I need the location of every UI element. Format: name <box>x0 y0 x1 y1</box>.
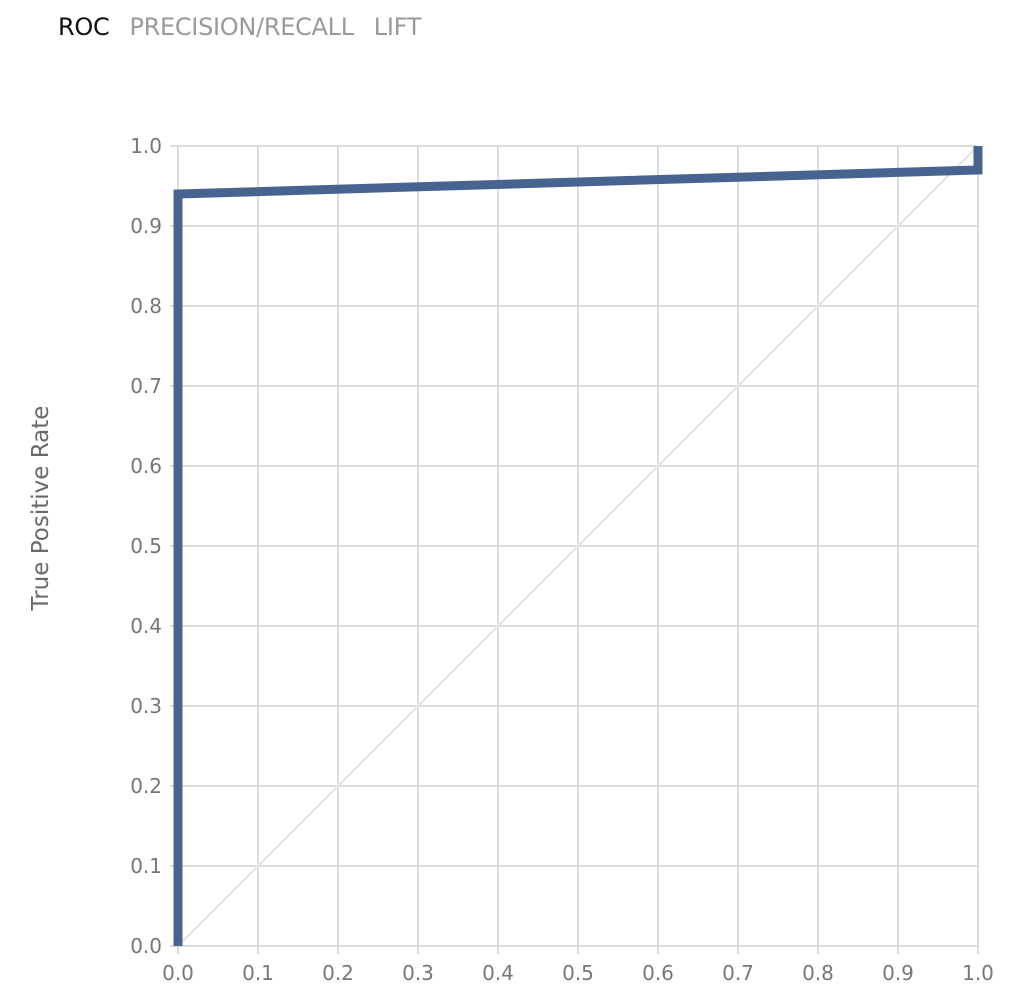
x-tick-label: 0.8 <box>802 961 834 985</box>
x-tick-label: 0.2 <box>322 961 354 985</box>
x-axis-ticks: 0.0 0.1 0.2 0.3 0.4 0.5 0.6 0.7 0.8 0.9 1.0 <box>162 961 994 985</box>
x-tick-label: 0.4 <box>482 961 514 985</box>
y-tick-label: 0.0 <box>130 934 162 958</box>
x-tick-label: 0.7 <box>722 961 754 985</box>
y-tick-label: 0.7 <box>130 374 162 398</box>
x-tick-label: 0.3 <box>402 961 434 985</box>
diagonal-reference-line <box>177 145 979 947</box>
x-tick-label: 0.1 <box>242 961 274 985</box>
y-tick-label: 0.6 <box>130 454 162 478</box>
x-tick-label: 0.9 <box>882 961 914 985</box>
y-tick-label: 0.3 <box>130 694 162 718</box>
y-axis-ticks: 0.0 0.1 0.2 0.3 0.4 0.5 0.6 0.7 0.8 0.9 1.0 <box>130 134 162 958</box>
y-tick-label: 0.2 <box>130 774 162 798</box>
y-tick-label: 0.1 <box>130 854 162 878</box>
x-tick-label: 1.0 <box>962 961 994 985</box>
y-tick-label: 1.0 <box>130 134 162 158</box>
y-tick-label: 0.5 <box>130 534 162 558</box>
tab-lift[interactable]: LIFT <box>373 13 422 41</box>
chart-grid <box>170 145 979 954</box>
y-tick-label: 0.4 <box>130 614 162 638</box>
y-tick-label: 0.9 <box>130 214 162 238</box>
chart-series <box>173 145 983 947</box>
y-tick-label: 0.8 <box>130 294 162 318</box>
tab-precision-recall[interactable]: PRECISION/RECALL <box>129 13 354 41</box>
y-axis-title: True Positive Rate <box>28 406 54 612</box>
roc-curve-line <box>173 146 983 946</box>
chart-tabs: ROC PRECISION/RECALL LIFT <box>58 10 421 44</box>
x-tick-label: 0.5 <box>562 961 594 985</box>
x-tick-label: 0.0 <box>162 961 194 985</box>
tab-roc[interactable]: ROC <box>58 13 110 41</box>
x-tick-label: 0.6 <box>642 961 674 985</box>
